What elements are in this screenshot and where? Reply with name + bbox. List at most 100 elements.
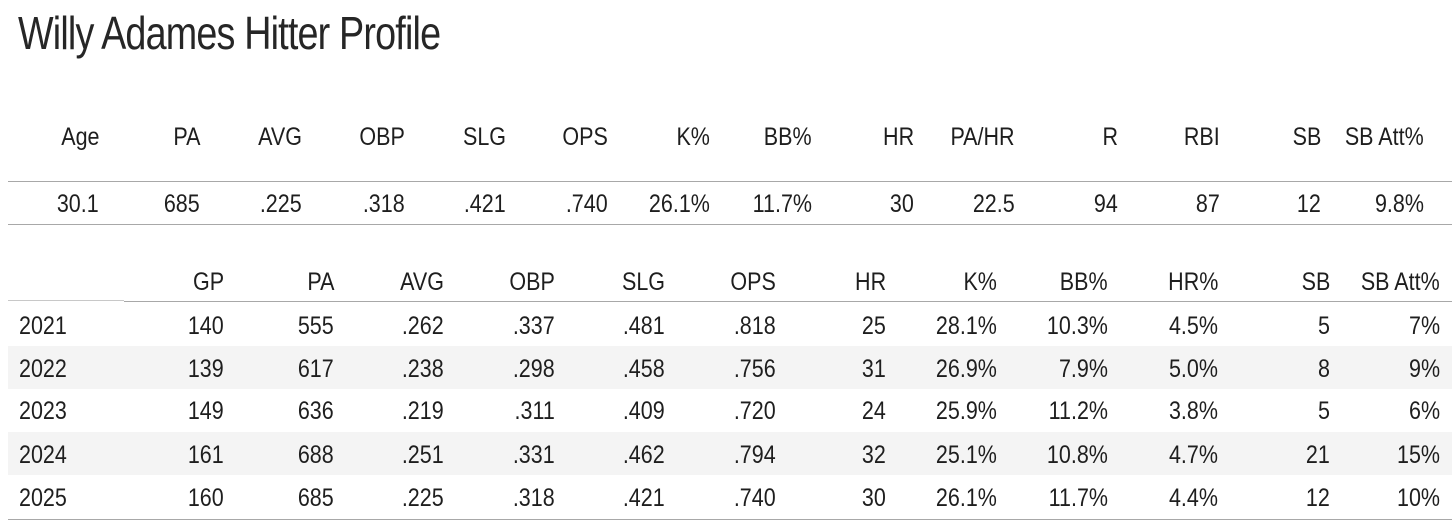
season-value-cell: 160 xyxy=(188,484,224,512)
season-value-cell: .238 xyxy=(402,355,444,383)
seasons-header-cell: HR% xyxy=(1167,268,1218,296)
season-value-cell: 6% xyxy=(1408,397,1440,425)
season-value-cell: 4.5% xyxy=(1168,312,1218,340)
season-year-cell: 2025 xyxy=(19,484,67,512)
projection-value-cell: 87 xyxy=(1196,190,1220,218)
projection-header-cell: Age xyxy=(60,123,99,151)
projection-header-cell: SB Att% xyxy=(1345,123,1424,151)
projection-header-cell: BB% xyxy=(764,123,812,151)
season-value-cell: 26.9% xyxy=(936,355,997,383)
projection-value-cell: .421 xyxy=(464,190,506,218)
projection-value-cell: 30.1 xyxy=(57,190,99,218)
season-value-cell: 25 xyxy=(862,312,886,340)
seasons-header-cell: OBP xyxy=(509,268,555,296)
season-value-cell: 617 xyxy=(298,355,334,383)
season-value-cell: .756 xyxy=(734,355,776,383)
seasons-header-cell: SB Att% xyxy=(1361,268,1440,296)
season-value-cell: 636 xyxy=(298,397,334,425)
season-value-cell: 10.3% xyxy=(1047,312,1108,340)
season-value-cell: 30 xyxy=(862,484,886,512)
page-title: Willy Adames Hitter Profile xyxy=(18,7,441,59)
season-value-cell: 26.1% xyxy=(936,484,997,512)
projection-value-cell: .225 xyxy=(260,190,302,218)
projection-value-cell: .318 xyxy=(363,190,405,218)
projection-header-cell: R xyxy=(1102,123,1118,151)
projection-header-cell: SLG xyxy=(462,123,506,151)
seasons-header-divider-left xyxy=(8,300,124,301)
season-value-cell: 24 xyxy=(862,397,886,425)
season-value-cell: 25.9% xyxy=(936,397,997,425)
season-value-cell: 10.8% xyxy=(1047,441,1108,469)
season-year-cell: 2022 xyxy=(19,355,67,383)
seasons-header-cell: PA xyxy=(306,268,334,296)
row-band xyxy=(8,432,1452,475)
projection-value-cell: 30 xyxy=(890,190,914,218)
season-value-cell: 149 xyxy=(188,397,224,425)
projection-header-cell: OBP xyxy=(359,123,405,151)
season-value-cell: .818 xyxy=(734,312,776,340)
seasons-header-cell: GP xyxy=(192,268,224,296)
projection-value-cell: 685 xyxy=(164,190,200,218)
projection-value-cell: 22.5 xyxy=(973,190,1015,218)
season-value-cell: 11.7% xyxy=(1048,484,1108,512)
projection-header-cell: AVG xyxy=(258,123,302,151)
season-value-cell: 32 xyxy=(862,441,886,469)
seasons-header-cell: BB% xyxy=(1060,268,1108,296)
season-value-cell: .251 xyxy=(402,441,444,469)
season-value-cell: .337 xyxy=(513,312,555,340)
season-year-cell: 2024 xyxy=(19,441,67,469)
season-value-cell: 10% xyxy=(1396,484,1440,512)
season-value-cell: 11.2% xyxy=(1048,397,1108,425)
projection-value-cell: 12 xyxy=(1297,190,1321,218)
season-value-cell: 7% xyxy=(1408,312,1440,340)
projection-header-divider xyxy=(8,181,1452,182)
seasons-header-divider xyxy=(124,301,1452,302)
projection-header-cell: OPS xyxy=(562,123,608,151)
projection-header-cell: PA/HR xyxy=(950,123,1015,151)
season-value-cell: 31 xyxy=(862,355,886,383)
projection-value-cell: .740 xyxy=(566,190,608,218)
season-value-cell: .720 xyxy=(734,397,776,425)
season-value-cell: 9% xyxy=(1408,355,1440,383)
season-value-cell: 21 xyxy=(1306,441,1330,469)
season-value-cell: 5.0% xyxy=(1168,355,1218,383)
season-value-cell: 28.1% xyxy=(936,312,997,340)
seasons-header-cell: AVG xyxy=(400,268,444,296)
season-value-cell: 140 xyxy=(188,312,224,340)
season-value-cell: 139 xyxy=(188,355,224,383)
season-value-cell: 685 xyxy=(298,484,334,512)
season-value-cell: 161 xyxy=(188,441,224,469)
season-value-cell: .458 xyxy=(623,355,665,383)
season-value-cell: .421 xyxy=(623,484,665,512)
season-value-cell: 15% xyxy=(1396,441,1440,469)
season-value-cell: .311 xyxy=(514,397,555,425)
projection-header-cell: SB xyxy=(1292,123,1321,151)
projection-header-cell: PA xyxy=(172,123,200,151)
season-value-cell: .481 xyxy=(623,312,665,340)
seasons-header-cell: SLG xyxy=(621,268,665,296)
seasons-header-cell: OPS xyxy=(730,268,776,296)
season-value-cell: 688 xyxy=(298,441,334,469)
season-value-cell: 5 xyxy=(1318,312,1330,340)
season-value-cell: 555 xyxy=(298,312,334,340)
season-value-cell: .298 xyxy=(513,355,555,383)
season-year-cell: 2021 xyxy=(19,312,67,340)
season-value-cell: .409 xyxy=(623,397,665,425)
season-value-cell: .740 xyxy=(734,484,776,512)
season-value-cell: 5 xyxy=(1318,397,1330,425)
season-value-cell: .219 xyxy=(402,397,444,425)
season-value-cell: 12 xyxy=(1306,484,1330,512)
season-value-cell: 4.7% xyxy=(1168,441,1218,469)
season-value-cell: .225 xyxy=(402,484,444,512)
projection-header-cell: RBI xyxy=(1184,123,1220,151)
season-value-cell: 8 xyxy=(1318,355,1330,383)
seasons-header-cell: HR xyxy=(854,268,886,296)
seasons-header-cell: K% xyxy=(963,268,997,296)
seasons-header-cell: SB xyxy=(1301,268,1330,296)
seasons-bottom-divider xyxy=(8,519,1452,520)
projection-value-cell: 9.8% xyxy=(1374,190,1424,218)
season-value-cell: 7.9% xyxy=(1058,355,1108,383)
season-value-cell: 3.8% xyxy=(1168,397,1218,425)
projection-header-cell: K% xyxy=(676,123,710,151)
projection-value-cell: 94 xyxy=(1094,190,1118,218)
